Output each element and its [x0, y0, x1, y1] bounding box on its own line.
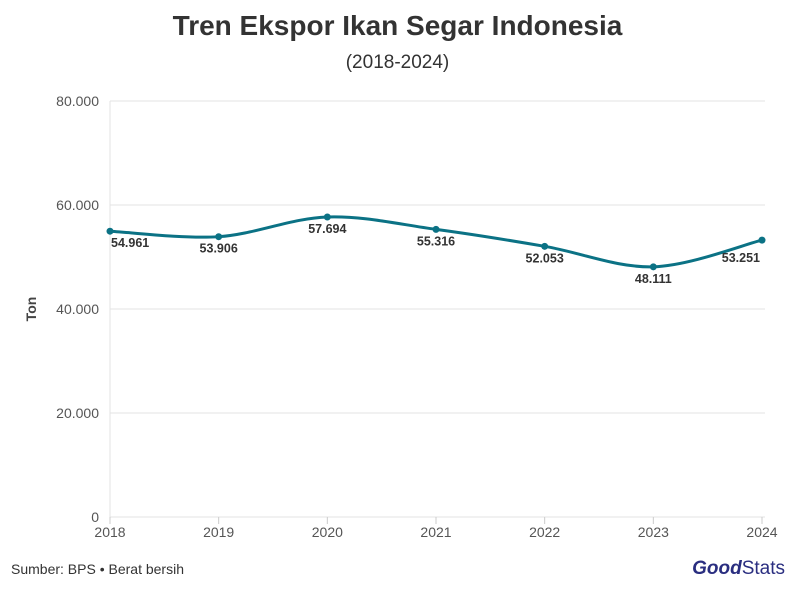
x-tick-label: 2024	[746, 524, 777, 540]
data-points	[106, 213, 766, 271]
y-tick-label: 20.000	[56, 405, 99, 421]
chart-subtitle: (2018-2024)	[345, 52, 450, 73]
y-tick-label: 60.000	[56, 197, 99, 213]
data-labels: 54.961 53.906 57.694 55.316 52.053 48.111 53.2…	[111, 222, 760, 286]
x-tick-label: 2018	[94, 524, 125, 540]
x-tick-label: 2021	[420, 524, 451, 540]
x-tick-label: 2022	[529, 524, 560, 540]
y-axis-label: Ton	[23, 297, 39, 322]
chart-title: Tren Ekspor Ikan Segar Indonesia	[172, 10, 623, 41]
data-point	[541, 242, 549, 250]
logo-stats-text: Stats	[741, 558, 785, 579]
logo-good-text: Good	[692, 558, 742, 579]
x-tick-label: 2023	[638, 524, 669, 540]
data-label: 53.251	[722, 251, 760, 265]
data-point	[649, 263, 657, 271]
data-point	[432, 225, 440, 233]
data-point	[106, 227, 114, 235]
x-axis-ticks: 2018 2019 2020 2021 2022 2023 2024	[94, 517, 778, 540]
data-label: 57.694	[308, 222, 346, 236]
y-tick-label: 40.000	[56, 301, 99, 317]
data-label: 48.111	[635, 272, 672, 286]
data-point	[758, 236, 766, 244]
gridlines	[109, 100, 765, 518]
y-tick-label: 80.000	[56, 93, 99, 109]
source-note: Sumber: BPS • Berat bersih	[11, 561, 184, 577]
y-axis-ticks: 0 20.000 40.000 60.000 80.000	[56, 93, 99, 525]
x-tick-label: 2020	[312, 524, 343, 540]
data-label: 52.053	[526, 251, 564, 265]
data-label: 53.906	[200, 242, 238, 256]
y-tick-label: 0	[91, 509, 99, 525]
data-label: 55.316	[417, 234, 455, 248]
x-tick-label: 2019	[203, 524, 234, 540]
goodstats-logo: GoodStats	[692, 558, 785, 580]
data-point	[215, 233, 223, 241]
data-point	[323, 213, 331, 221]
data-label: 54.961	[111, 236, 149, 250]
